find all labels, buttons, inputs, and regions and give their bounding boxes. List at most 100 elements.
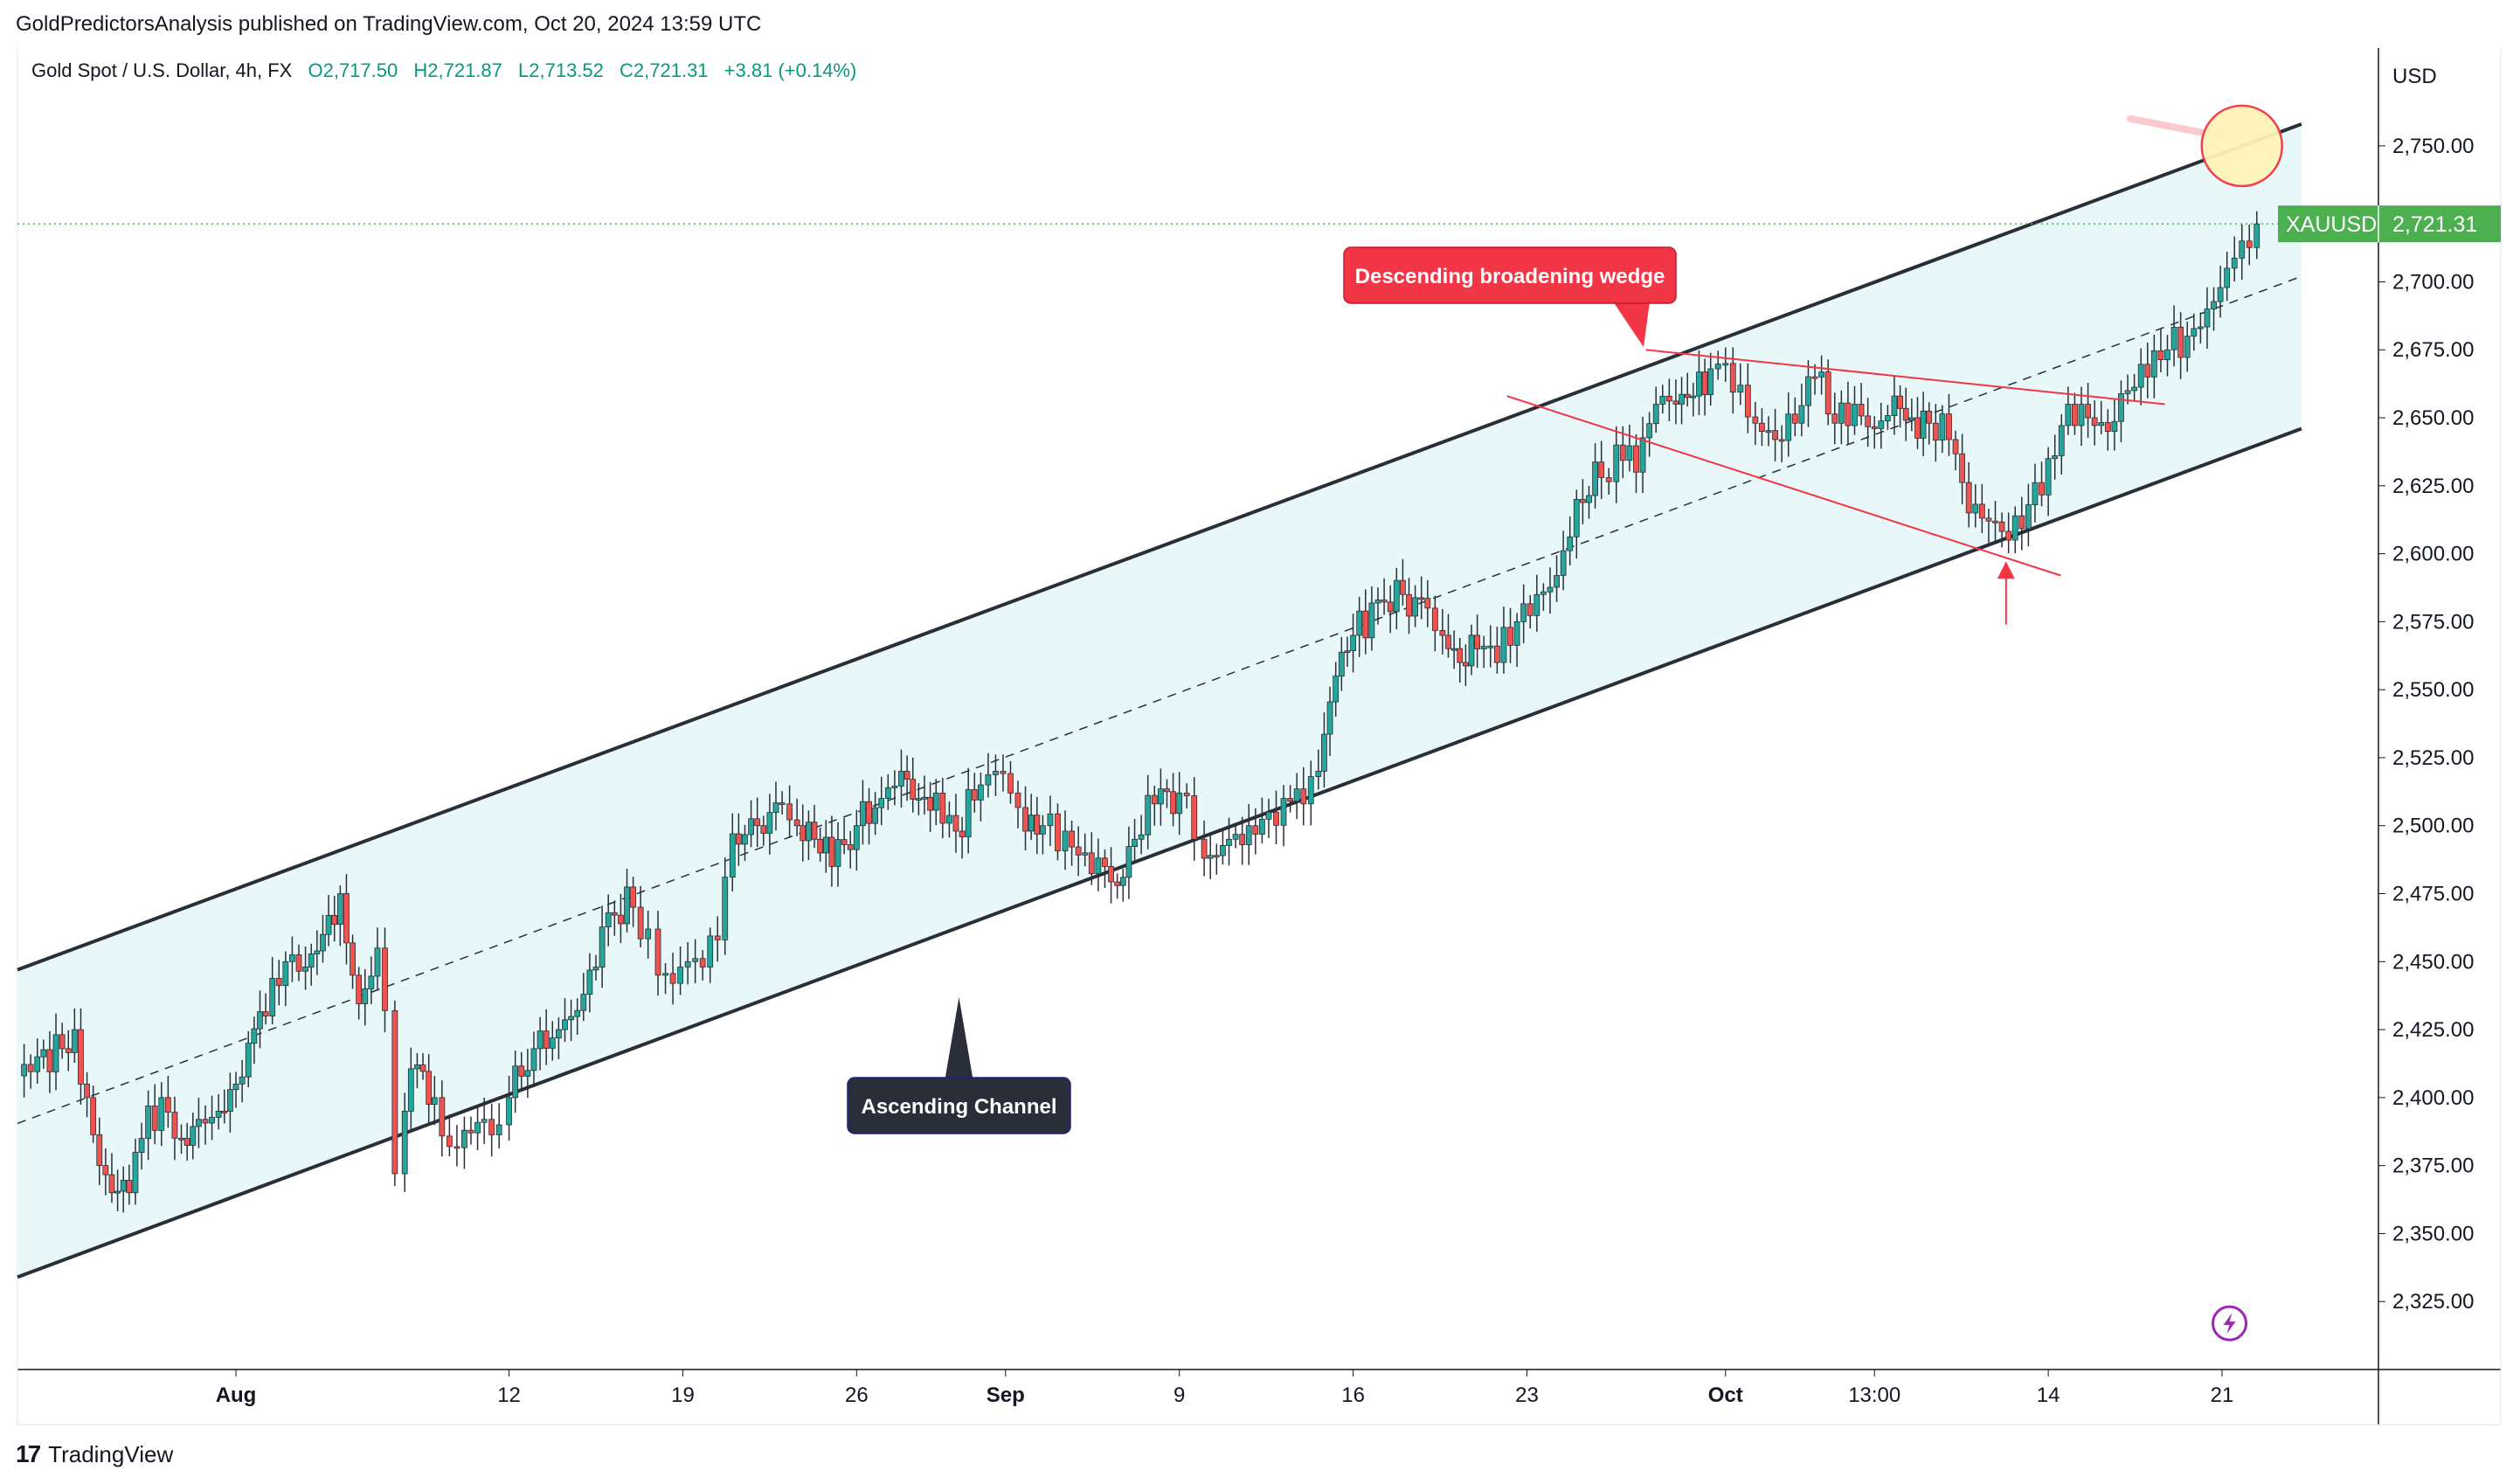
candle-bull: [2011, 515, 2018, 541]
candle-bear: [786, 803, 793, 821]
candle-bull: [1338, 651, 1345, 677]
candle-bull: [52, 1034, 59, 1072]
candle-bear: [1778, 439, 1785, 442]
candle-bear: [1507, 627, 1513, 646]
candle-bull: [1626, 445, 1633, 461]
candle-bull: [1520, 603, 1527, 622]
price-chart[interactable]: Descending broadening wedge Ascending Cha…: [0, 0, 2520, 1433]
candle-bull: [568, 1016, 574, 1021]
candle-bear: [1897, 395, 1903, 409]
time-tick-label: 23: [1515, 1383, 1539, 1407]
candle-bull: [1293, 788, 1300, 802]
candle-bear: [1633, 445, 1639, 473]
candle-bull: [114, 1190, 121, 1194]
candle-bear: [518, 1065, 525, 1077]
candle-bull: [2118, 392, 2124, 422]
candle-bear: [1069, 830, 1075, 848]
candle-bear: [1406, 593, 1412, 617]
candle-bear: [1055, 813, 1061, 852]
candle-bull: [1547, 586, 1554, 593]
candle-bull: [336, 893, 343, 926]
candle-bull: [1659, 395, 1666, 405]
candle-bear: [350, 942, 356, 976]
annotation-layer: Descending broadening wedge Ascending Cha…: [847, 104, 2283, 1342]
candle-bull: [549, 1037, 556, 1049]
candle-bull: [915, 798, 922, 801]
candle-bear: [2085, 404, 2091, 419]
candle-bull: [1838, 402, 1845, 424]
candle-bull: [860, 801, 866, 827]
candle-bear: [295, 954, 302, 972]
candle-bear: [453, 1146, 460, 1149]
candle-bull: [592, 967, 599, 971]
time-tick-label: 9: [1173, 1383, 1185, 1407]
price-layer: [21, 211, 2260, 1213]
candle-bull: [891, 786, 898, 788]
candle-bull: [362, 988, 369, 1004]
candle-bull: [530, 1048, 537, 1071]
price-tick-label: 2,425.00: [2392, 1018, 2474, 1042]
time-tick-label: 12: [497, 1383, 521, 1407]
candle-bull: [834, 839, 841, 867]
candle-bull: [1560, 550, 1567, 576]
candle-bull: [1878, 420, 1885, 429]
candle-bull: [1028, 815, 1035, 832]
candle-bear: [1439, 629, 1446, 636]
candle-bear: [96, 1134, 103, 1167]
candle-bear: [178, 1137, 184, 1141]
candle-bear: [1000, 771, 1007, 774]
time-tick-label: Oct: [1708, 1383, 1743, 1407]
candle-bear: [927, 796, 934, 811]
candle-bear: [467, 1129, 474, 1134]
candle-bull: [1321, 733, 1327, 772]
candle-bear: [735, 833, 742, 845]
candle-bull: [1540, 591, 1547, 595]
candle-bear: [126, 1180, 133, 1194]
candle-bull: [1586, 495, 1592, 503]
candle-bear: [2039, 482, 2045, 496]
candle-bear: [847, 844, 854, 850]
candle-bear: [1387, 601, 1394, 613]
time-tick-label: Aug: [216, 1383, 257, 1407]
candle-bull: [921, 796, 928, 800]
candle-bear: [1493, 645, 1500, 663]
candle-bull: [138, 1138, 145, 1153]
candle-bull: [320, 933, 326, 952]
candle-bull: [2045, 458, 2052, 496]
candle-bull: [2058, 425, 2065, 456]
candle-bull: [1533, 593, 1540, 616]
candle-bull: [766, 812, 773, 834]
candle-bear: [78, 1029, 84, 1085]
candle-bull: [257, 1011, 263, 1030]
channel-layer: [17, 122, 2378, 1279]
candle-bear: [391, 1009, 398, 1175]
candle-bear: [1824, 371, 1831, 415]
candle-bear: [2157, 350, 2164, 361]
candle-bear: [1992, 520, 1998, 524]
candle-bull: [282, 960, 289, 987]
candle-bull: [772, 802, 779, 814]
candle-bear: [1381, 600, 1388, 603]
candle-bear: [1865, 415, 1872, 427]
candle-bear: [1108, 866, 1114, 883]
candle-bull: [1613, 444, 1620, 482]
candle-bull: [2124, 390, 2131, 394]
tradingview-brand[interactable]: 17 TradingView: [16, 1440, 173, 1468]
candle-bear: [1752, 416, 1759, 424]
candle-bull: [1207, 855, 1214, 859]
candle-bear: [1164, 788, 1170, 793]
candle-bear: [1183, 792, 1190, 796]
time-tick-label: 13:00: [1848, 1383, 1900, 1407]
candle-bull: [1554, 575, 1560, 588]
candle-bull: [822, 836, 829, 854]
candle-bull: [692, 958, 699, 962]
candle-bull: [2231, 257, 2238, 269]
candle-bull: [1652, 404, 1659, 425]
candle-bull: [1852, 404, 1858, 426]
candle-bull: [1785, 413, 1792, 441]
candle-bull: [1138, 834, 1145, 840]
candle-bull: [1412, 597, 1419, 617]
candle-bull: [645, 928, 652, 940]
tradingview-logo-icon: 17: [16, 1440, 41, 1467]
candle-bull: [1798, 405, 1805, 424]
